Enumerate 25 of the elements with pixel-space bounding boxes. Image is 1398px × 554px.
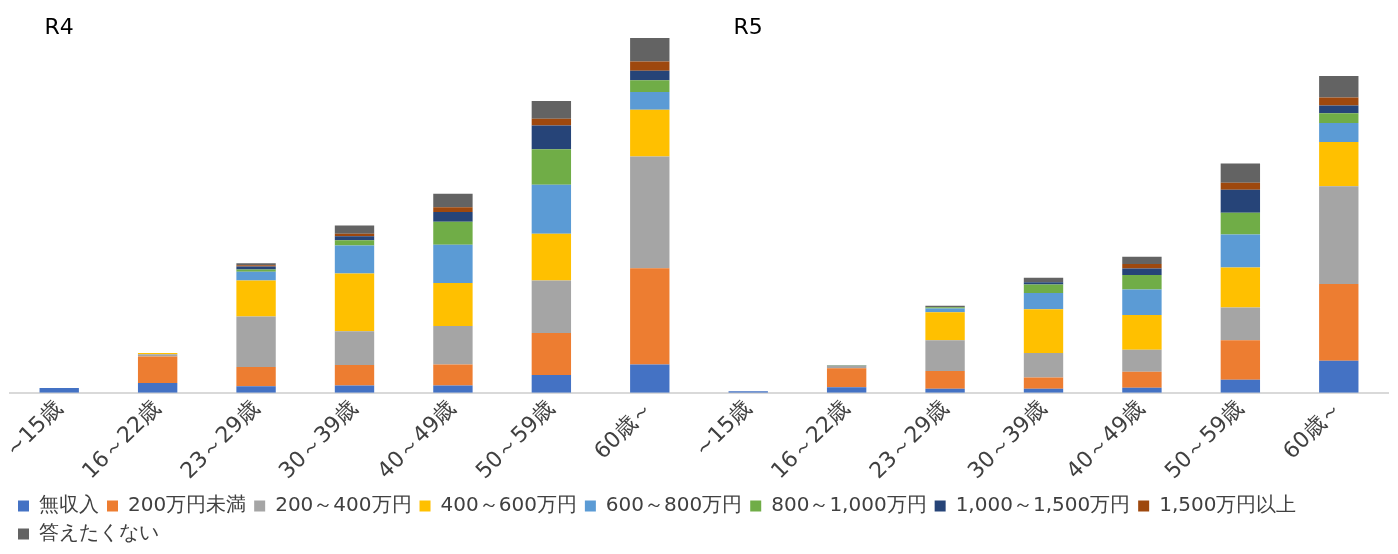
annotation: R5 — [733, 13, 763, 39]
x-tick-label: 40～49歳 — [372, 394, 461, 484]
annotation: R4 — [44, 13, 74, 39]
x-tick-label: 23～29歳 — [864, 394, 953, 484]
x-tick-label: 16～22歳 — [765, 394, 855, 484]
x-tick-label: 30～39歳 — [273, 394, 363, 484]
legend-label: 1,500万円以上 — [1159, 492, 1297, 517]
x-tick-label: 23～29歳 — [175, 394, 264, 484]
x-tick-label: 50～59歳 — [470, 394, 559, 484]
legend-label: 無収入 — [39, 492, 99, 517]
x-tick-label: 16～22歳 — [76, 394, 166, 484]
legend-label: 200～400万円 — [275, 492, 412, 517]
x-tick-label: 60歳～ — [1277, 394, 1347, 464]
legend-label: 400～600万円 — [440, 492, 577, 517]
x-tick-label: 50～59歳 — [1159, 394, 1248, 484]
x-tick-label: ~15歳 — [0, 394, 67, 461]
x-tick-label: 40～49歳 — [1061, 394, 1150, 484]
x-tick-label: 60歳～ — [588, 394, 658, 464]
legend-label: 1,000～1,500万円 — [955, 492, 1131, 517]
legend-label: 答えたくない — [39, 520, 159, 545]
x-tick-label: ~15歳 — [689, 394, 756, 461]
x-tick-label: 30～39歳 — [962, 394, 1052, 484]
legend-label: 600～800万円 — [605, 492, 743, 517]
legend-label: 200万円未満 — [128, 492, 247, 517]
legend-label: 800～1,000万円 — [771, 492, 927, 517]
